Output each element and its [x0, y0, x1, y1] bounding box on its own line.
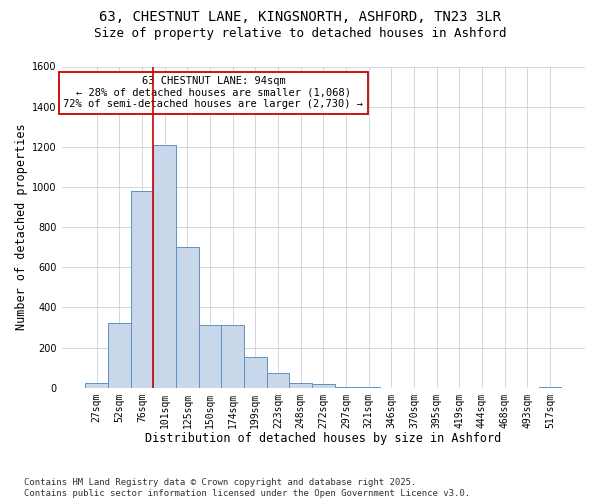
Text: 63, CHESTNUT LANE, KINGSNORTH, ASHFORD, TN23 3LR: 63, CHESTNUT LANE, KINGSNORTH, ASHFORD, …	[99, 10, 501, 24]
Bar	[199, 326, 221, 388]
Text: Contains HM Land Registry data © Crown copyright and database right 2025.
Contai: Contains HM Land Registry data © Crown c…	[24, 478, 470, 498]
Bar	[312, 384, 335, 388]
X-axis label: Distribution of detached houses by size in Ashford: Distribution of detached houses by size …	[145, 432, 502, 445]
Bar	[221, 326, 244, 388]
Bar	[131, 191, 154, 388]
Bar	[108, 324, 131, 388]
Bar	[266, 372, 289, 388]
Bar	[85, 382, 108, 388]
Bar	[539, 386, 561, 388]
Bar	[176, 247, 199, 388]
Bar	[154, 145, 176, 388]
Text: Size of property relative to detached houses in Ashford: Size of property relative to detached ho…	[94, 28, 506, 40]
Text: 63 CHESTNUT LANE: 94sqm
← 28% of detached houses are smaller (1,068)
72% of semi: 63 CHESTNUT LANE: 94sqm ← 28% of detache…	[64, 76, 364, 110]
Bar	[335, 386, 358, 388]
Bar	[289, 382, 312, 388]
Y-axis label: Number of detached properties: Number of detached properties	[15, 124, 28, 330]
Bar	[244, 356, 266, 388]
